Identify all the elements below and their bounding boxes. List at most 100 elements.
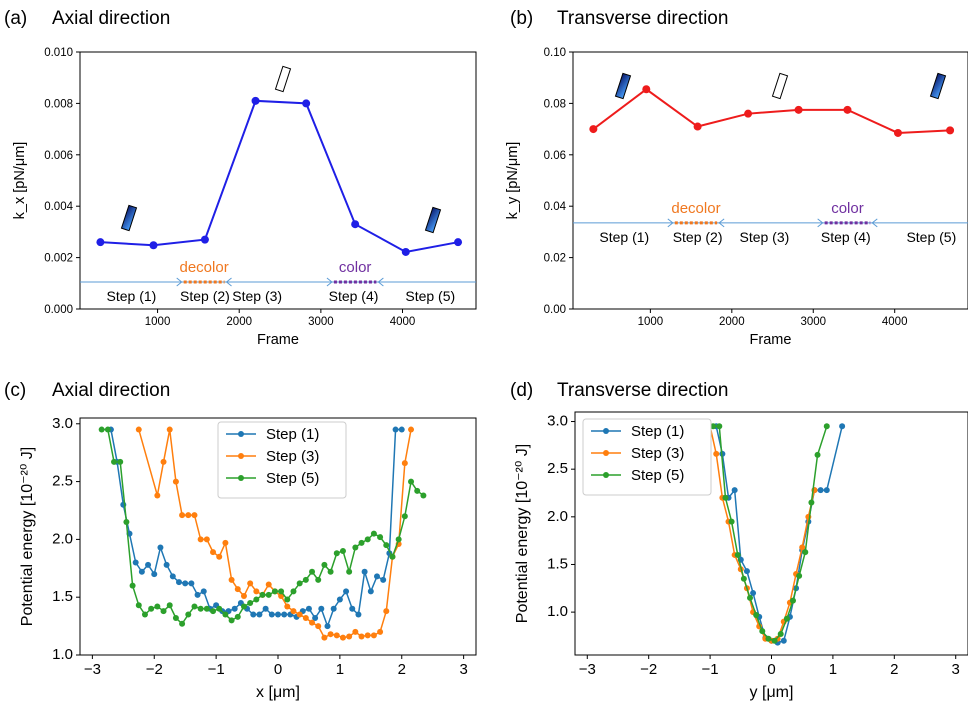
- data-point: [339, 634, 346, 641]
- data-point: [179, 512, 186, 519]
- data-point: [312, 615, 319, 622]
- data-point: [179, 620, 186, 627]
- data-point: [151, 571, 158, 578]
- data-point: [200, 235, 209, 244]
- x-axis-label: Frame: [257, 332, 299, 348]
- data-point: [398, 426, 405, 433]
- step-label: Step (5): [405, 288, 455, 304]
- y-axis-label: Potential energy [10⁻²⁰ J]: [514, 444, 531, 623]
- x-tick-label: −3: [579, 661, 596, 678]
- data-point: [132, 559, 139, 566]
- data-point: [234, 613, 241, 620]
- data-point: [160, 458, 167, 465]
- data-point: [278, 588, 285, 595]
- data-point: [240, 593, 247, 600]
- data-point: [96, 238, 105, 247]
- x-tick-label: 3000: [308, 316, 334, 328]
- data-point: [166, 602, 173, 609]
- plot-frame: [572, 51, 968, 310]
- data-point: [321, 634, 328, 641]
- data-point: [753, 611, 760, 618]
- y-tick-label: 2.0: [547, 508, 568, 525]
- data-point: [374, 573, 380, 580]
- data-point: [197, 536, 204, 543]
- x-tick-label: 1: [336, 661, 344, 678]
- data-point: [364, 536, 371, 543]
- data-point: [284, 596, 291, 603]
- data-point: [163, 561, 170, 568]
- legend-entry: Step (1): [631, 423, 684, 440]
- data-point: [817, 487, 824, 494]
- data-point: [377, 534, 384, 541]
- data-point: [808, 499, 815, 506]
- y-tick-label: 0.004: [44, 201, 73, 213]
- data-point: [234, 586, 241, 593]
- data-point: [414, 487, 421, 494]
- x-tick-label: 2: [398, 661, 406, 678]
- data-point: [302, 99, 311, 108]
- data-point: [713, 450, 720, 457]
- data-point: [324, 623, 331, 630]
- arrow-chevron: [377, 277, 384, 287]
- data-point: [222, 611, 229, 618]
- y-tick-label: 0.000: [44, 304, 73, 316]
- data-point: [370, 632, 377, 639]
- data-point: [814, 451, 821, 458]
- x-tick-label: 4000: [390, 316, 416, 328]
- data-point: [228, 617, 235, 624]
- data-point: [194, 591, 201, 598]
- data-point: [302, 576, 309, 583]
- x-tick-label: 2: [890, 661, 898, 678]
- data-point: [333, 550, 340, 557]
- data-point: [154, 492, 161, 499]
- panel-b-title: Transverse direction: [557, 8, 728, 29]
- x-tick-label: 3: [459, 661, 467, 678]
- data-point: [716, 423, 723, 430]
- data-point: [256, 611, 263, 618]
- data-point: [349, 605, 356, 612]
- data-point: [740, 575, 747, 582]
- data-point: [259, 591, 266, 598]
- legend-entry: Step (3): [266, 448, 319, 465]
- y-tick-label: 0.06: [544, 150, 566, 162]
- x-axis-label: x [μm]: [256, 684, 300, 701]
- data-point: [408, 478, 415, 485]
- data-point: [145, 561, 152, 568]
- data-point: [185, 512, 192, 519]
- x-tick-label: 2000: [226, 316, 252, 328]
- data-point: [333, 632, 340, 639]
- data-point: [231, 605, 238, 612]
- data-point: [642, 85, 651, 94]
- x-tick-label: −1: [208, 661, 225, 678]
- legend-swatch-marker: [603, 450, 609, 456]
- data-point: [377, 628, 384, 635]
- data-point: [200, 588, 207, 595]
- data-point: [843, 105, 852, 114]
- data-point: [176, 579, 182, 586]
- x-tick-label: −1: [702, 661, 719, 678]
- legend-box: [217, 421, 347, 499]
- x-tick-label: 1000: [145, 316, 171, 328]
- step-label: Step (1): [599, 229, 649, 245]
- data-point: [104, 426, 111, 433]
- data-point: [296, 580, 303, 587]
- data-point: [367, 588, 374, 595]
- data-point: [98, 426, 105, 433]
- data-point: [247, 599, 254, 606]
- data-point: [216, 605, 223, 612]
- y-tick-label: 0.002: [44, 253, 73, 265]
- step-label: Step (5): [906, 229, 956, 245]
- y-axis-label: k_x [pN/μm]: [12, 142, 28, 220]
- x-axis-label: y [μm]: [750, 684, 794, 701]
- data-point: [203, 605, 210, 612]
- data-point: [154, 603, 161, 610]
- data-point: [135, 602, 142, 609]
- y-tick-label: 1.5: [52, 588, 73, 605]
- panel-d-title: Transverse direction: [557, 380, 728, 401]
- data-point: [734, 551, 741, 558]
- data-point: [302, 615, 309, 622]
- data-point: [336, 596, 343, 603]
- x-tick-label: 1000: [638, 316, 664, 328]
- data-point: [191, 603, 198, 610]
